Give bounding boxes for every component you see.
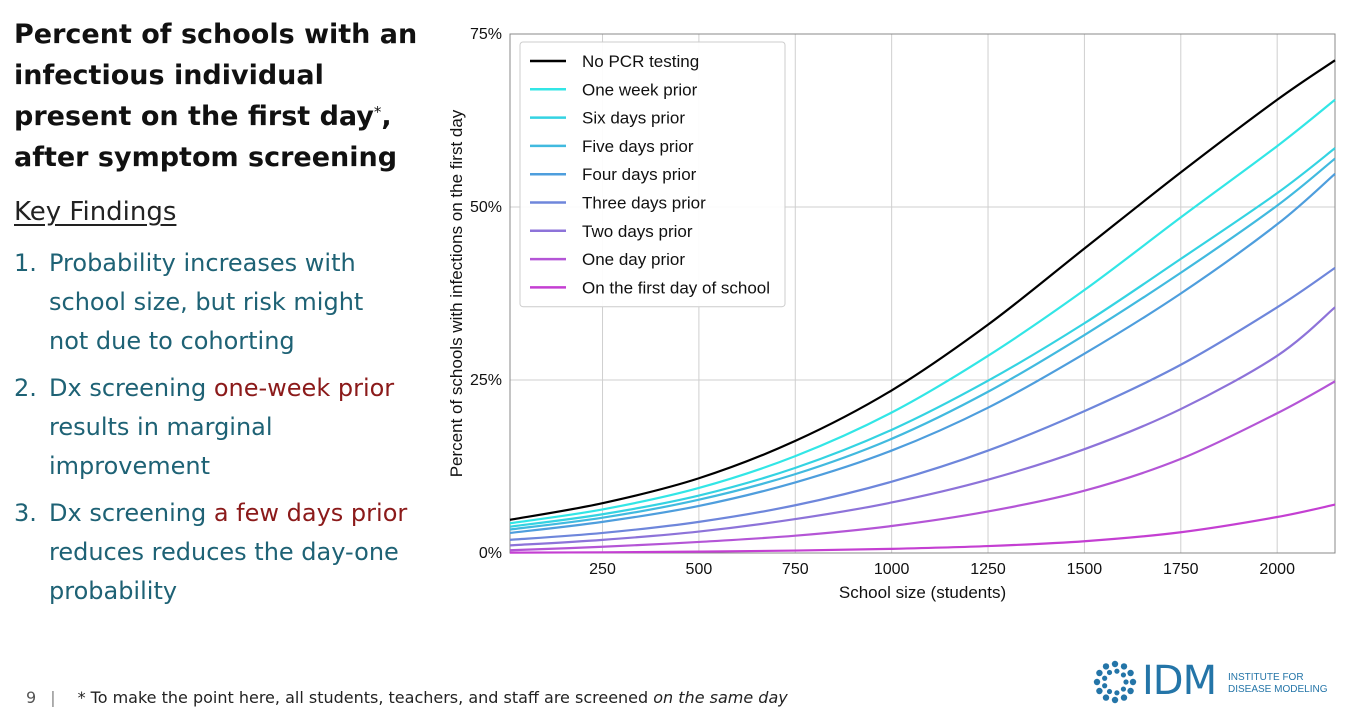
finding-text: Dx screening xyxy=(49,499,214,527)
title-tail: , after symptom screening xyxy=(14,101,398,173)
series-line xyxy=(509,157,1336,531)
plot-frame xyxy=(509,33,1336,554)
logo-dot xyxy=(1123,679,1129,685)
logo-subtitle-line-2: DISEASE MODELING xyxy=(1228,684,1328,695)
logo-subtitle-line-1: INSTITUTE FOR xyxy=(1228,672,1304,683)
legend-box xyxy=(519,41,786,308)
series-line xyxy=(509,59,1336,521)
finding-highlight: a few days prior xyxy=(213,499,408,527)
x-tick-label: 1000 xyxy=(874,561,910,578)
finding-text: Probability increases with school size, … xyxy=(49,249,364,355)
y-tick-label: 25% xyxy=(470,372,502,389)
logo-dot xyxy=(1127,687,1134,695)
finding-number: 3. xyxy=(14,499,37,527)
page-number: 9 xyxy=(26,688,37,707)
logo-dot xyxy=(1111,660,1119,668)
logo-dot xyxy=(1114,690,1120,696)
footer: 9 | * To make the point here, all students… xyxy=(26,688,788,707)
footnote-emphasis: on the same day xyxy=(653,688,788,707)
logo-dot xyxy=(1106,669,1113,676)
logo-dot xyxy=(1102,675,1108,681)
legend-label: Two days prior xyxy=(582,222,693,241)
logo-dot xyxy=(1127,669,1134,677)
logo-dot xyxy=(1102,694,1110,701)
legend-label: Four days prior xyxy=(582,165,697,184)
logo-dot xyxy=(1096,687,1103,695)
logo-dot xyxy=(1102,683,1108,689)
legend-label: No PCR testing xyxy=(582,52,699,71)
logo-dot xyxy=(1102,663,1110,670)
logo-subtitle: INSTITUTE FOR DISEASE MODELING xyxy=(1228,672,1327,696)
logo-dot xyxy=(1096,669,1103,677)
chart-container: 250 500 750 1000 1250 1500 1750 2000 0% 25% 50% 75%… xyxy=(440,18,1340,608)
legend-label: Five days prior xyxy=(582,137,694,156)
logo-dot xyxy=(1106,688,1113,695)
finding-item: 3. Dx screening a few days prior reduces … xyxy=(14,494,409,611)
x-tick-label: 250 xyxy=(589,561,616,578)
key-findings-heading: Key Findings xyxy=(14,197,177,227)
legend-label: Three days prior xyxy=(582,194,706,213)
finding-text: results in marginal improvement xyxy=(49,413,273,480)
series-line xyxy=(509,172,1336,535)
finding-number: 2. xyxy=(14,374,37,402)
x-tick-label: 750 xyxy=(782,561,809,578)
y-tick-label: 75% xyxy=(470,26,502,43)
finding-text: Dx screening xyxy=(49,374,214,402)
line-chart: 250 500 750 1000 1250 1500 1750 2000 0% 25% 50% 75%… xyxy=(447,26,1336,602)
x-tick-label: 1500 xyxy=(1067,561,1103,578)
x-tick-label: 1750 xyxy=(1163,561,1199,578)
idm-logo: IDM INSTITUTE FOR DISEASE MODELING xyxy=(1092,657,1342,707)
finding-text: reduces reduces the day-one probability xyxy=(49,538,399,605)
logo-dot xyxy=(1120,672,1127,678)
x-tick-label: 1250 xyxy=(970,561,1006,578)
finding-highlight: one-week prior xyxy=(213,374,395,402)
footnote-text: * To make the point here, all students, … xyxy=(77,688,654,707)
title-text: Percent of schools with an infectious in… xyxy=(14,19,418,132)
gear-dots-icon xyxy=(1093,660,1137,704)
logo-dot xyxy=(1111,696,1119,704)
series-line xyxy=(509,306,1336,547)
legend-label: One day prior xyxy=(582,250,685,269)
x-tick-label: 2000 xyxy=(1259,561,1295,578)
series-line xyxy=(509,98,1336,525)
series-line xyxy=(509,380,1336,552)
logo-dot xyxy=(1129,678,1137,686)
y-axis-label: Percent of schools with infections on th… xyxy=(447,109,466,477)
x-tick-label: 500 xyxy=(686,561,713,578)
logo-dot xyxy=(1114,668,1120,674)
logo-wordmark: IDM xyxy=(1142,658,1217,704)
series-group xyxy=(509,59,1336,554)
legend-label: One week prior xyxy=(582,80,698,99)
footer-separator: | xyxy=(50,688,56,707)
series-line xyxy=(509,147,1336,528)
key-findings-list: 1. Probability increases with school size… xyxy=(14,244,409,619)
logo-dot xyxy=(1120,694,1128,701)
finding-number: 1. xyxy=(14,249,37,277)
finding-item: 1. Probability increases with school size… xyxy=(14,244,409,361)
x-axis-label: School size (students) xyxy=(839,583,1006,602)
legend-label: On the first day of school xyxy=(582,278,770,297)
logo-dot xyxy=(1093,678,1101,686)
series-line xyxy=(509,503,1336,554)
logo-dot xyxy=(1120,686,1127,692)
y-tick-label: 0% xyxy=(479,545,502,562)
title-footnote-marker: * xyxy=(373,103,382,121)
legend-label: Six days prior xyxy=(582,109,685,128)
slide-title: Percent of schools with an infectious in… xyxy=(14,14,434,178)
logo-dot xyxy=(1120,663,1128,670)
finding-item: 2. Dx screening one-week prior results in… xyxy=(14,369,409,486)
y-tick-label: 50% xyxy=(470,199,502,216)
series-line xyxy=(509,266,1336,541)
